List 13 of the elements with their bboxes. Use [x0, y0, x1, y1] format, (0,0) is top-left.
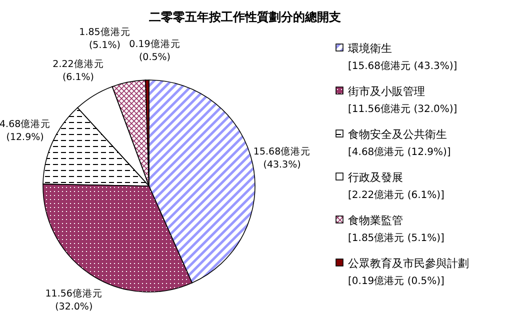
data-label: 11.56億港元 (32.0%)	[45, 287, 102, 312]
legend-label: 食物業監管 [1.85億港元 (5.1%)]	[348, 214, 445, 244]
legend-label: 公眾教育及市民參與計劃 [0.19億港元 (0.5%)]	[348, 257, 469, 287]
data-label: 2.22億港元 (6.1%)	[52, 58, 104, 83]
data-label: 1.85億港元 (5.1%)	[79, 26, 130, 52]
data-label: 4.68億港元 (12.9%)	[0, 118, 51, 143]
legend-label: 行政及發展 [2.22億港元 (6.1%)]	[348, 171, 445, 201]
legend-label: 食物安全及公共衛生 [4.68億港元 (12.9%)]	[348, 128, 451, 158]
data-label: 15.68億港元 (43.3%)	[253, 146, 311, 171]
chart-title: 二零零五年按工作性質劃分的總開支	[149, 10, 341, 24]
legend-label: 環境衛生 [15.68億港元 (43.3%)]	[348, 42, 458, 72]
data-label: 0.19億港元 (0.5%)	[129, 38, 180, 64]
legend-label: 街市及小販管理 [11.56億港元 (32.0%)]	[348, 85, 458, 115]
